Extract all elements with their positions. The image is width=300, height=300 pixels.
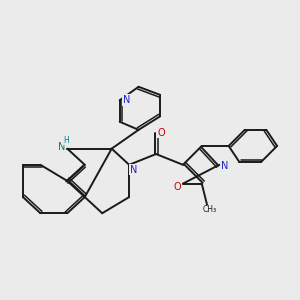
Text: O: O [174, 182, 182, 192]
Text: N: N [130, 165, 137, 175]
Text: O: O [157, 128, 165, 137]
Text: H: H [63, 136, 69, 145]
Text: N: N [221, 161, 229, 171]
Text: N: N [123, 95, 130, 105]
Text: N: N [58, 142, 65, 152]
Text: CH₃: CH₃ [203, 206, 217, 214]
